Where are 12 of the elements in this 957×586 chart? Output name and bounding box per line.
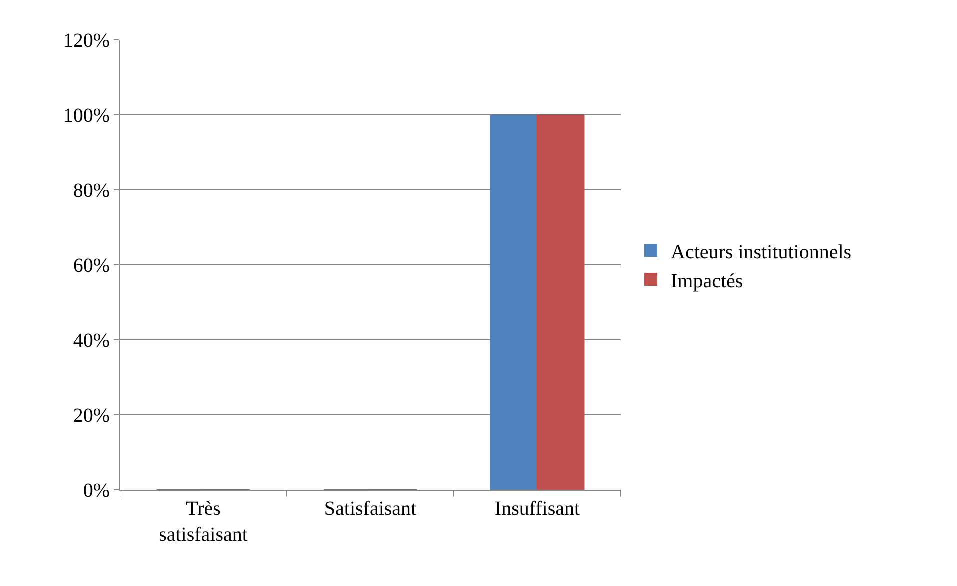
legend-label: Acteurs institutionnels <box>671 241 852 264</box>
y-tick-label: 40% <box>73 330 110 352</box>
y-tick-label: 80% <box>73 180 110 202</box>
y-tick-label: 100% <box>63 105 110 127</box>
legend-label: Impactés <box>671 270 744 292</box>
y-tick-label: 0% <box>83 480 110 502</box>
y-tick-label: 60% <box>73 255 110 277</box>
x-tick-label: Très satisfaisant <box>159 498 248 546</box>
y-tick-label: 120% <box>63 30 110 52</box>
x-tick-label: Insuffisant <box>494 498 581 520</box>
x-tick-label: Satisfaisant <box>324 498 418 520</box>
y-tick-label: 20% <box>73 405 110 427</box>
